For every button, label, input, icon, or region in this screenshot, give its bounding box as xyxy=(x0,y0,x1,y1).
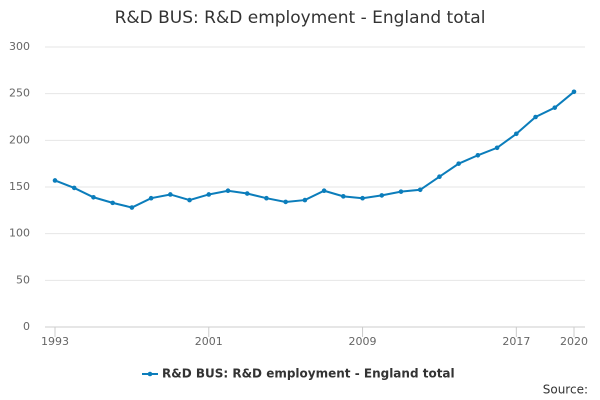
data-point xyxy=(302,197,308,203)
data-point xyxy=(148,195,154,201)
data-point xyxy=(533,114,538,120)
data-point xyxy=(71,185,77,191)
data-point xyxy=(379,193,385,198)
x-tick-label: 2020 xyxy=(560,335,588,348)
data-point xyxy=(360,195,365,201)
y-tick-label: 150 xyxy=(9,180,30,193)
data-point xyxy=(187,197,192,203)
data-point xyxy=(552,105,558,110)
legend-label: R&D BUS: R&D employment - England total xyxy=(162,367,455,381)
data-point xyxy=(283,199,288,205)
x-tick-label: 2001 xyxy=(195,335,223,348)
data-point xyxy=(456,161,461,166)
data-point xyxy=(321,188,327,194)
data-point xyxy=(475,152,481,158)
data-point xyxy=(417,187,423,193)
data-point xyxy=(494,145,500,151)
data-point xyxy=(514,131,519,137)
chart-title: R&D BUS: R&D employment - England total xyxy=(115,8,486,28)
y-tick-label: 300 xyxy=(9,40,30,53)
y-tick-label: 50 xyxy=(16,273,30,286)
series-line xyxy=(54,91,575,209)
data-point xyxy=(398,189,404,194)
source: Source: xyxy=(543,383,588,397)
data-point xyxy=(129,205,135,210)
x-tick-label: 2009 xyxy=(349,335,377,348)
x-tick-label: 1993 xyxy=(41,335,69,348)
data-point xyxy=(110,200,115,206)
data-point xyxy=(571,89,577,95)
x-tick-label: 2017 xyxy=(502,335,530,348)
data-point xyxy=(52,178,58,183)
data-point xyxy=(437,174,442,180)
y-tick-label: 0 xyxy=(23,320,30,333)
data-point xyxy=(264,195,269,201)
legend-swatch-dot xyxy=(147,371,153,377)
y-tick-label: 200 xyxy=(9,133,30,146)
y-tick-label: 250 xyxy=(9,87,30,100)
data-point xyxy=(206,192,212,197)
y-tick-label: 100 xyxy=(9,227,30,240)
data-point xyxy=(244,191,250,196)
data-point xyxy=(91,194,96,200)
data-point xyxy=(225,188,231,194)
data-point xyxy=(168,192,173,197)
data-point xyxy=(341,194,346,199)
